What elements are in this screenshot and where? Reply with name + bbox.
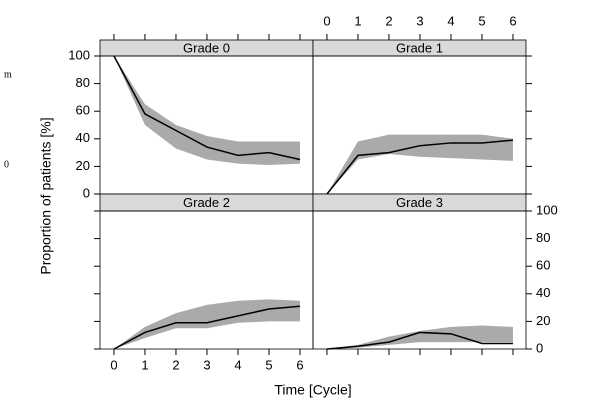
y-tick-label: 20: [76, 158, 90, 173]
x-tick-label: 5: [478, 13, 485, 28]
cropped-text: m: [4, 69, 12, 80]
cropped-text: 0: [4, 159, 9, 170]
x-tick-label: 6: [296, 357, 303, 372]
line: [113, 305, 301, 350]
x-tick-label: 0: [323, 13, 330, 28]
x-tick-label: 2: [385, 13, 392, 28]
x-tick-label: 6: [509, 13, 516, 28]
y-tick-label: 20: [536, 313, 550, 328]
line: [326, 139, 514, 195]
panel-title: Grade 1: [396, 40, 443, 55]
y-tick-label: 0: [536, 340, 543, 355]
confidence-band: [326, 134, 513, 194]
line: [113, 55, 301, 161]
y-tick-label: 100: [536, 202, 558, 217]
x-tick-label: 1: [354, 13, 361, 28]
confidence-band: [113, 299, 300, 349]
y-tick-label: 40: [76, 130, 90, 145]
confidence-band: [326, 325, 513, 349]
y-tick-label: 40: [536, 285, 550, 300]
x-tick-label: 4: [447, 13, 454, 28]
x-tick-label: 5: [265, 357, 272, 372]
x-tick-label: 3: [416, 13, 423, 28]
y-tick-label: 80: [76, 75, 90, 90]
confidence-band: [113, 56, 300, 166]
y-tick-label: 60: [76, 103, 90, 118]
y-axis-label: Proportion of patients [%]: [38, 117, 54, 274]
panel-frame: [99, 55, 314, 195]
x-tick-label: 4: [234, 357, 241, 372]
x-tick-label: 2: [172, 357, 179, 372]
panel-title: Grade 3: [396, 195, 443, 210]
y-tick-label: 80: [536, 230, 550, 245]
x-axis-label: Time [Cycle]: [274, 382, 351, 398]
panel-title: Grade 0: [183, 40, 230, 55]
line: [326, 331, 513, 350]
y-tick-label: 100: [68, 47, 90, 62]
y-tick-label: 0: [83, 185, 90, 200]
panel-title: Grade 2: [183, 195, 230, 210]
y-tick-label: 60: [536, 258, 550, 273]
x-tick-label: 0: [110, 357, 117, 372]
x-tick-label: 3: [203, 357, 210, 372]
x-tick-label: 1: [141, 357, 148, 372]
